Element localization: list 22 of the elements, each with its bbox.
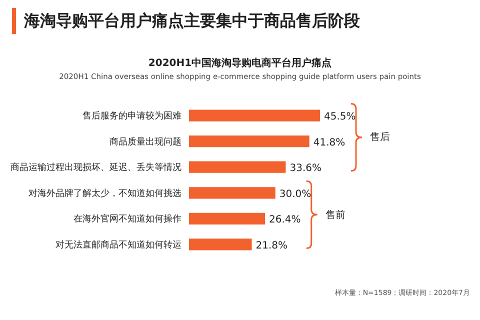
y-tick-label: 商品质量出现问题 [110, 136, 182, 148]
y-tick-label: 对无法直邮商品不知道如何转运 [56, 239, 182, 250]
chart-subtitle: 2020H1中国海淘导购电商平台用户痛点 [147, 56, 333, 70]
data-label: 41.8% [313, 137, 346, 148]
data-label: 33.6% [290, 163, 322, 174]
bar [189, 161, 286, 173]
bar [189, 212, 266, 224]
bar [189, 136, 310, 148]
y-tick-label: 对海外品牌了解太少，不知道如何挑选 [28, 188, 182, 199]
data-label: 26.4% [269, 214, 301, 226]
data-label: 21.8% [256, 240, 288, 252]
text: 售后 [370, 130, 390, 144]
data-label: 45.5% [324, 112, 356, 123]
y-tick-label: 商品运输过程出现损坏、延迟、丢失等情况 [10, 162, 182, 174]
y-tick-label: 在海外官网不知道如何操作 [74, 214, 182, 225]
text: 售前 [325, 208, 346, 222]
bar [189, 238, 252, 250]
y-tick-label: 售后服务的申请较为困难 [82, 110, 182, 122]
data-label: 30.0% [279, 188, 312, 200]
bar [189, 110, 320, 122]
bar [189, 187, 276, 199]
chart-title: 海淘导购平台用户痛点主要集中于商品售后阶段 [24, 10, 360, 32]
